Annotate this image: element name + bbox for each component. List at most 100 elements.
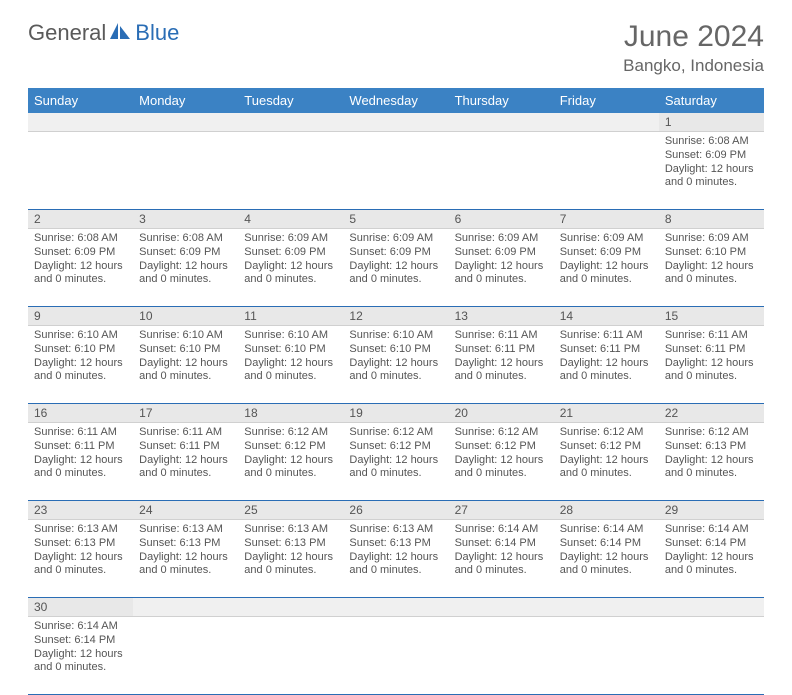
- day-cell: [238, 617, 343, 695]
- day-detail-line: Sunset: 6:10 PM: [349, 343, 442, 357]
- day-cell: Sunrise: 6:09 AMSunset: 6:09 PMDaylight:…: [343, 229, 448, 307]
- day-cell: Sunrise: 6:09 AMSunset: 6:09 PMDaylight:…: [238, 229, 343, 307]
- header: General Blue June 2024 Bangko, Indonesia: [28, 20, 764, 76]
- day-detail-line: Sunset: 6:14 PM: [34, 634, 127, 648]
- day-cell: Sunrise: 6:12 AMSunset: 6:12 PMDaylight:…: [554, 423, 659, 501]
- day-number-cell: 27: [449, 501, 554, 520]
- day-detail-line: Daylight: 12 hours: [244, 454, 337, 468]
- month-title: June 2024: [623, 20, 764, 54]
- day-number-row: 1: [28, 113, 764, 132]
- day-detail-line: and 0 minutes.: [139, 273, 232, 287]
- week-row: Sunrise: 6:10 AMSunset: 6:10 PMDaylight:…: [28, 326, 764, 404]
- day-number-cell: [659, 598, 764, 617]
- day-number-row: 9101112131415: [28, 307, 764, 326]
- day-detail-line: Sunrise: 6:11 AM: [560, 329, 653, 343]
- day-number: 24: [139, 503, 152, 517]
- day-number: 19: [349, 406, 362, 420]
- day-detail-line: and 0 minutes.: [139, 467, 232, 481]
- day-number: 10: [139, 309, 152, 323]
- week-row: Sunrise: 6:14 AMSunset: 6:14 PMDaylight:…: [28, 617, 764, 695]
- day-detail-line: and 0 minutes.: [665, 564, 758, 578]
- day-number: 29: [665, 503, 678, 517]
- day-number-cell: 16: [28, 404, 133, 423]
- day-cell: Sunrise: 6:13 AMSunset: 6:13 PMDaylight:…: [133, 520, 238, 598]
- day-number: 21: [560, 406, 573, 420]
- day-detail-line: Daylight: 12 hours: [560, 551, 653, 565]
- location: Bangko, Indonesia: [623, 56, 764, 76]
- day-cell: Sunrise: 6:12 AMSunset: 6:12 PMDaylight:…: [449, 423, 554, 501]
- day-number-cell: 10: [133, 307, 238, 326]
- day-detail-line: Sunrise: 6:10 AM: [34, 329, 127, 343]
- day-cell: Sunrise: 6:14 AMSunset: 6:14 PMDaylight:…: [28, 617, 133, 695]
- day-number-cell: [554, 113, 659, 132]
- day-detail-line: and 0 minutes.: [244, 564, 337, 578]
- day-detail-line: Sunrise: 6:12 AM: [455, 426, 548, 440]
- day-detail-line: Sunset: 6:11 PM: [34, 440, 127, 454]
- day-detail-line: Sunrise: 6:12 AM: [244, 426, 337, 440]
- day-detail-line: Daylight: 12 hours: [560, 260, 653, 274]
- day-cell: Sunrise: 6:08 AMSunset: 6:09 PMDaylight:…: [133, 229, 238, 307]
- day-detail-line: Sunrise: 6:11 AM: [455, 329, 548, 343]
- day-cell: Sunrise: 6:08 AMSunset: 6:09 PMDaylight:…: [659, 132, 764, 210]
- day-cell: [133, 617, 238, 695]
- day-detail-line: Sunset: 6:13 PM: [244, 537, 337, 551]
- day-detail-line: Sunset: 6:09 PM: [244, 246, 337, 260]
- day-detail-line: and 0 minutes.: [244, 370, 337, 384]
- day-number-cell: 21: [554, 404, 659, 423]
- day-detail-line: Daylight: 12 hours: [139, 454, 232, 468]
- day-detail-line: Sunset: 6:10 PM: [139, 343, 232, 357]
- day-number-cell: 13: [449, 307, 554, 326]
- day-number-cell: 14: [554, 307, 659, 326]
- day-cell: Sunrise: 6:14 AMSunset: 6:14 PMDaylight:…: [659, 520, 764, 598]
- week-row: Sunrise: 6:08 AM Sunset: 6:09 PM Daylight:…: [28, 229, 764, 307]
- day-detail-line: Daylight: 12 hours: [349, 454, 442, 468]
- day-detail-line: Sunset: 6:09 PM: [139, 246, 232, 260]
- day-cell: Sunrise: 6:11 AMSunset: 6:11 PMDaylight:…: [133, 423, 238, 501]
- day-number-cell: 4: [238, 210, 343, 229]
- day-detail-line: Sunset: 6:09 PM: [349, 246, 442, 260]
- day-cell: Sunrise: 6:11 AMSunset: 6:11 PMDaylight:…: [449, 326, 554, 404]
- weekday-header: Friday: [554, 88, 659, 113]
- day-number-cell: [133, 598, 238, 617]
- day-cell: Sunrise: 6:10 AMSunset: 6:10 PMDaylight:…: [28, 326, 133, 404]
- day-detail-line: Daylight: 12 hours: [34, 260, 127, 274]
- day-number: 8: [665, 212, 672, 226]
- day-detail-line: Sunrise: 6:09 AM: [244, 232, 337, 246]
- day-detail-line: Sunrise: 6:14 AM: [560, 523, 653, 537]
- day-number: 20: [455, 406, 468, 420]
- day-cell: Sunrise: 6:09 AMSunset: 6:09 PMDaylight:…: [554, 229, 659, 307]
- day-detail-line: and 0 minutes.: [455, 370, 548, 384]
- day-number-row: 16171819202122: [28, 404, 764, 423]
- day-detail-line: Sunrise: 6:09 AM: [455, 232, 548, 246]
- day-cell: Sunrise: 6:13 AMSunset: 6:13 PMDaylight:…: [28, 520, 133, 598]
- day-number-cell: 12: [343, 307, 448, 326]
- day-detail-line: Sunset: 6:12 PM: [455, 440, 548, 454]
- day-cell: Sunrise: 6:10 AMSunset: 6:10 PMDaylight:…: [133, 326, 238, 404]
- day-detail-line: Daylight: 12 hours: [455, 454, 548, 468]
- day-cell: [554, 132, 659, 210]
- day-detail-line: Sunset: 6:11 PM: [455, 343, 548, 357]
- day-number-cell: 2: [28, 210, 133, 229]
- day-detail-line: Daylight: 12 hours: [665, 260, 758, 274]
- day-detail-line: Daylight: 12 hours: [455, 260, 548, 274]
- day-detail-line: Sunset: 6:12 PM: [244, 440, 337, 454]
- day-detail-line: and 0 minutes.: [455, 564, 548, 578]
- day-detail-line: and 0 minutes.: [244, 467, 337, 481]
- day-number-cell: 17: [133, 404, 238, 423]
- day-detail-line: Daylight: 12 hours: [560, 454, 653, 468]
- day-detail-line: Sunset: 6:10 PM: [244, 343, 337, 357]
- day-detail-line: Sunrise: 6:14 AM: [665, 523, 758, 537]
- day-cell: Sunrise: 6:14 AMSunset: 6:14 PMDaylight:…: [554, 520, 659, 598]
- day-detail-line: Sunrise: 6:08 AM: [34, 232, 127, 246]
- day-detail-line: Daylight: 12 hours: [349, 357, 442, 371]
- day-detail-line: and 0 minutes.: [34, 564, 127, 578]
- weekday-header-row: SundayMondayTuesdayWednesdayThursdayFrid…: [28, 88, 764, 113]
- day-number-cell: [554, 598, 659, 617]
- day-number-row: 23242526272829: [28, 501, 764, 520]
- day-number-cell: 11: [238, 307, 343, 326]
- day-number: 13: [455, 309, 468, 323]
- day-detail-line: and 0 minutes.: [349, 273, 442, 287]
- day-detail-line: Daylight: 12 hours: [455, 551, 548, 565]
- day-detail-line: Sunrise: 6:12 AM: [560, 426, 653, 440]
- week-row: Sunrise: 6:11 AMSunset: 6:11 PMDaylight:…: [28, 423, 764, 501]
